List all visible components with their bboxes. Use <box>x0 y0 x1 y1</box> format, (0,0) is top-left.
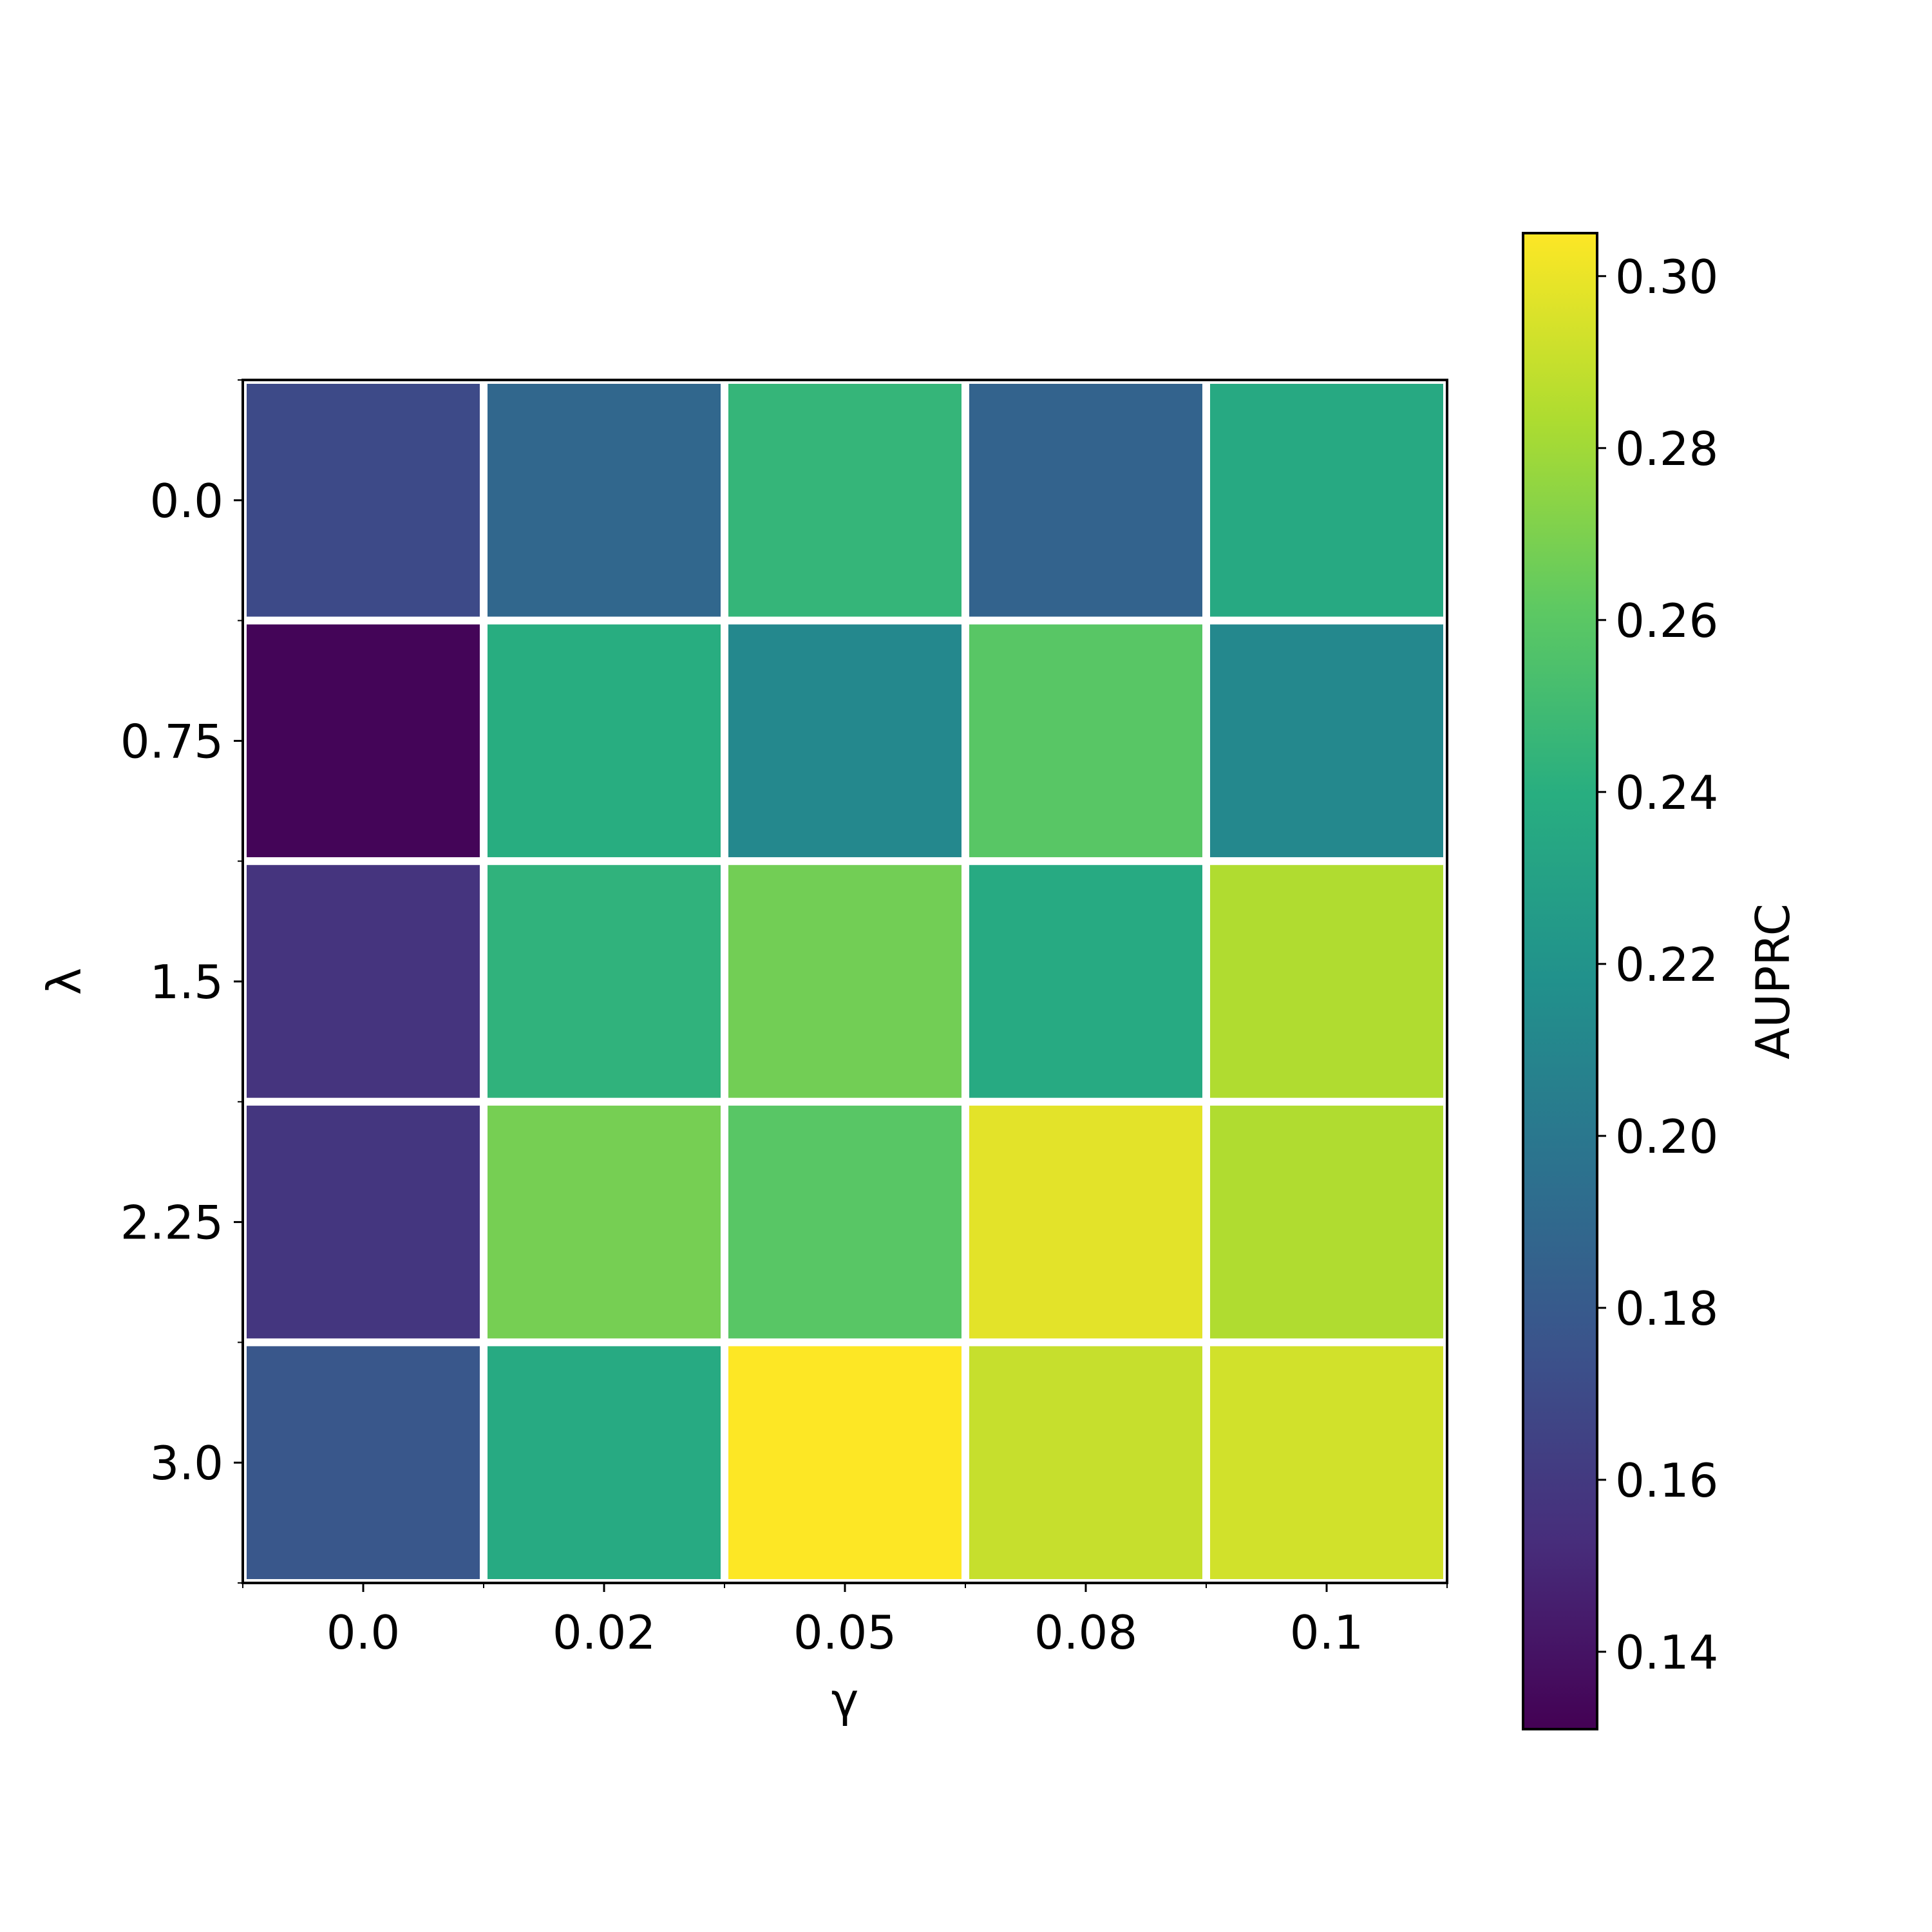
colorbar-tick-label: 0.24 <box>1615 766 1718 820</box>
x-axis-label: γ <box>831 1673 859 1727</box>
heatmap-cell <box>1202 1338 1451 1587</box>
heatmap-cell <box>721 376 969 625</box>
heatmap-cell <box>480 1338 728 1587</box>
heatmap-cell <box>1202 857 1451 1106</box>
heatmap-cell <box>721 616 969 866</box>
heatmap-cell <box>239 857 488 1106</box>
heatmap-cell <box>1202 376 1451 625</box>
heatmap-cell <box>480 857 728 1106</box>
heatmap-cell <box>721 1338 969 1587</box>
heatmap-cell <box>239 1338 488 1587</box>
colorbar <box>1522 232 1598 1730</box>
x-tick-label: 0.08 <box>1034 1605 1137 1660</box>
colorbar-tick-label: 0.26 <box>1615 594 1718 648</box>
heatmap-cell <box>480 1097 728 1347</box>
heatmap-cell <box>1202 1097 1451 1347</box>
heatmap-cell <box>480 616 728 866</box>
colorbar-ticks: 0.14 0.16 0.18 0.20 0.22 0.24 0.26 0.28 0.30 <box>1597 250 1718 1680</box>
heatmap-cell <box>239 1097 488 1347</box>
y-axis: 0.0 0.75 1.5 2.25 3.0 <box>120 379 243 1584</box>
y-tick-label: 2.25 <box>120 1196 223 1250</box>
colorbar-tick-label: 0.14 <box>1615 1625 1718 1680</box>
y-tick-label: 0.75 <box>120 714 223 768</box>
y-tick-label: 0.0 <box>149 474 223 528</box>
colorbar-tick-label: 0.30 <box>1615 250 1718 304</box>
colorbar-label: AUPRC <box>1746 904 1800 1059</box>
heatmap-cell <box>239 616 488 866</box>
x-tick-label: 0.1 <box>1290 1605 1364 1660</box>
heatmap-cell <box>961 1338 1210 1587</box>
colorbar-tick-label: 0.18 <box>1615 1282 1718 1336</box>
heatmap-cell <box>1202 616 1451 866</box>
heatmap-cell <box>961 616 1210 866</box>
heatmap-cell <box>961 376 1210 625</box>
heatmap-cells <box>239 376 1451 1587</box>
x-tick-label: 0.0 <box>327 1605 401 1660</box>
y-axis-label: λ <box>37 968 91 996</box>
x-tick-label: 0.05 <box>793 1605 896 1660</box>
heatmap-cell <box>721 857 969 1106</box>
x-axis: 0.0 0.02 0.05 0.08 0.1 <box>242 1583 1448 1660</box>
heatmap-cell <box>721 1097 969 1347</box>
x-tick-label: 0.02 <box>553 1605 656 1660</box>
colorbar-tick-label: 0.16 <box>1615 1454 1718 1508</box>
heatmap-cell <box>961 1097 1210 1347</box>
colorbar-tick-label: 0.28 <box>1615 422 1718 476</box>
heatmap-cell <box>239 376 488 625</box>
heatmap-cell <box>961 857 1210 1106</box>
y-tick-label: 1.5 <box>149 955 223 1009</box>
colorbar-tick-label: 0.20 <box>1615 1110 1718 1164</box>
heatmap-cell <box>480 376 728 625</box>
colorbar-tick-label: 0.22 <box>1615 938 1718 992</box>
y-tick-label: 3.0 <box>149 1436 223 1490</box>
